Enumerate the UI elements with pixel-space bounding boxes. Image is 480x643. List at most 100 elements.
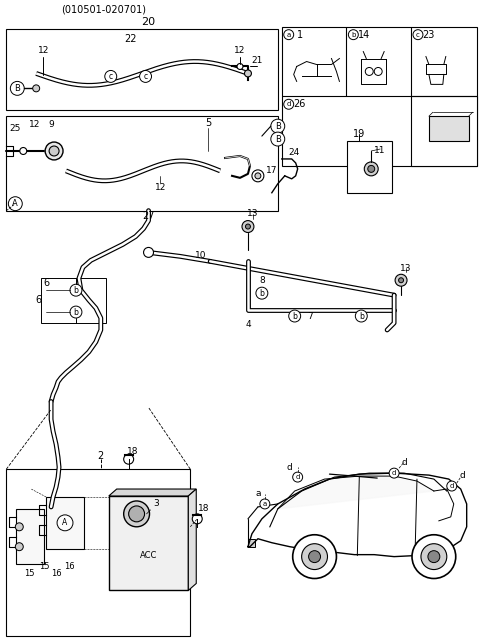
Text: d: d [287,463,293,472]
Circle shape [412,535,456,579]
Text: 11: 11 [374,147,386,156]
Circle shape [260,499,270,509]
Text: 12: 12 [37,46,49,55]
Text: b: b [351,32,356,38]
Circle shape [45,142,63,160]
Text: 21: 21 [251,56,263,65]
Circle shape [124,454,133,464]
Text: b: b [259,289,264,298]
Circle shape [398,278,404,283]
Text: b: b [359,311,364,320]
Text: 25: 25 [10,123,21,132]
Circle shape [49,146,59,156]
Text: d: d [296,474,300,480]
Circle shape [11,82,24,95]
Text: 6: 6 [43,278,49,288]
Polygon shape [248,539,255,547]
Circle shape [255,173,261,179]
Text: a: a [287,32,291,38]
Circle shape [288,310,300,322]
Text: 16: 16 [64,562,74,571]
Circle shape [271,132,285,146]
Text: 20: 20 [142,17,156,27]
Text: B: B [275,122,281,131]
Text: 14: 14 [358,30,371,40]
Text: b: b [73,285,78,294]
Circle shape [245,224,251,229]
Circle shape [389,468,399,478]
Circle shape [20,147,27,154]
Text: c: c [144,72,148,81]
Text: A: A [62,518,68,527]
Text: A: A [12,199,18,208]
Text: 15: 15 [24,569,35,578]
Text: 23: 23 [423,30,435,40]
Circle shape [70,306,82,318]
Text: 4: 4 [245,320,251,329]
Circle shape [348,30,358,40]
Circle shape [33,85,40,92]
Text: 17: 17 [266,167,277,176]
Text: 1: 1 [297,30,303,40]
Bar [6,469,190,636]
Circle shape [70,284,82,296]
Bar [429,116,468,141]
Text: d: d [460,471,466,480]
Circle shape [8,197,22,211]
Text: 7: 7 [307,311,312,320]
Circle shape [293,535,336,579]
Text: d: d [401,458,407,467]
Circle shape [368,165,375,172]
Circle shape [309,550,321,563]
Text: B: B [14,84,20,93]
Text: 15: 15 [39,562,49,571]
Circle shape [284,99,294,109]
Text: 9: 9 [48,120,54,129]
Circle shape [15,523,23,530]
Text: 24: 24 [288,149,300,158]
Text: 5: 5 [205,118,211,128]
Text: 18: 18 [197,504,209,513]
Polygon shape [109,489,196,496]
Text: 13: 13 [247,209,259,218]
Polygon shape [278,476,434,509]
Circle shape [355,310,367,322]
Bar [6,116,278,211]
Circle shape [256,287,268,299]
Circle shape [395,275,407,286]
Text: B: B [275,134,281,143]
Circle shape [293,472,302,482]
Text: ACC: ACC [140,551,157,560]
Circle shape [413,30,423,40]
Text: 22: 22 [124,33,137,44]
Bar [411,96,477,166]
Text: 19: 19 [353,129,365,139]
Circle shape [374,68,382,75]
Circle shape [301,544,327,570]
Circle shape [421,544,447,570]
Text: a: a [263,501,267,507]
Text: 12: 12 [155,183,166,192]
Circle shape [237,64,243,69]
Text: 26: 26 [293,99,306,109]
Circle shape [365,68,373,75]
Text: 12: 12 [28,120,40,129]
Text: 8: 8 [259,276,265,285]
Text: b: b [292,311,297,320]
Circle shape [242,221,254,233]
Text: 16: 16 [51,569,61,578]
Text: a: a [255,489,261,498]
Text: 10: 10 [194,251,206,260]
Text: d: d [392,470,396,476]
Circle shape [252,170,264,182]
Circle shape [244,70,252,77]
Bar [348,141,392,193]
Text: 18: 18 [127,447,138,456]
Polygon shape [188,489,196,590]
Text: 13: 13 [400,264,412,273]
Text: c: c [108,72,113,81]
Text: 3: 3 [154,500,159,509]
Circle shape [124,501,150,527]
Circle shape [144,248,154,257]
Circle shape [140,71,152,82]
